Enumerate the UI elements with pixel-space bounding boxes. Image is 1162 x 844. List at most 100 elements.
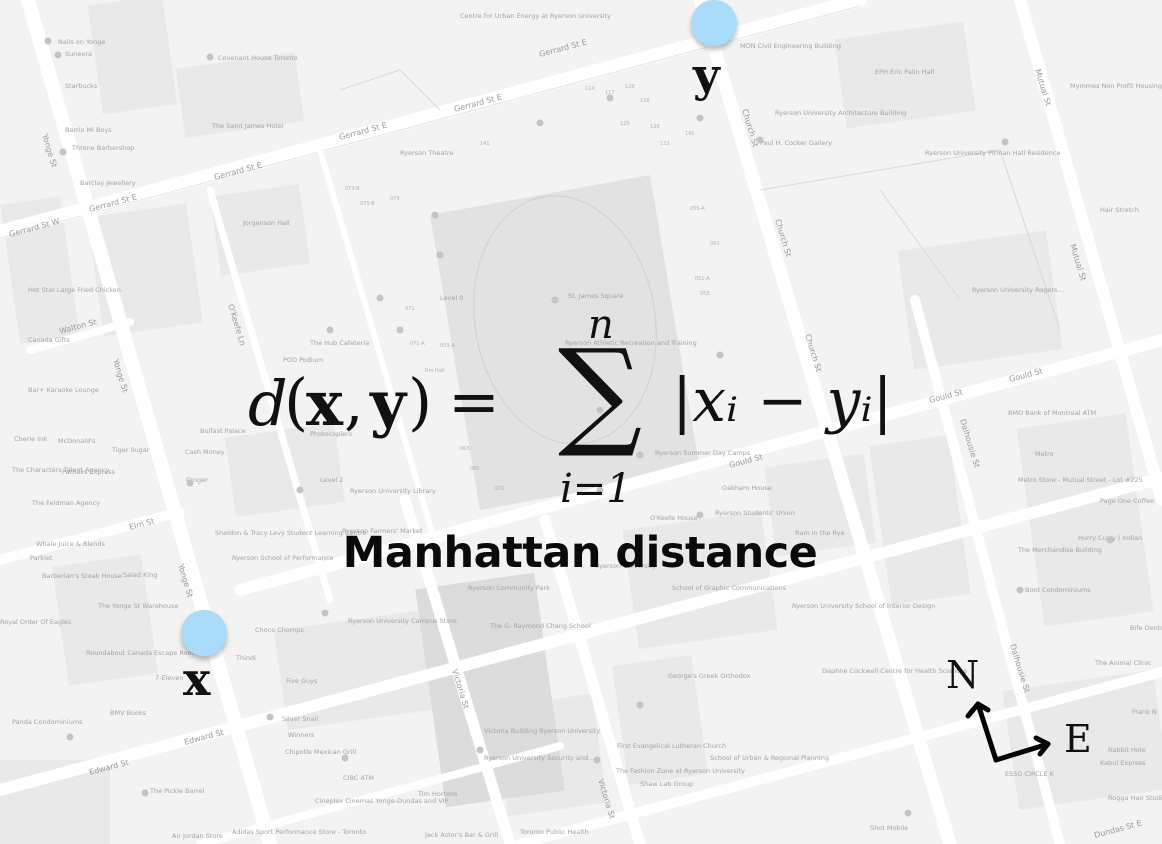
place-label: 7-Eleven (155, 674, 183, 682)
place-label: Ryerson Athletic Recreation and Training (565, 339, 697, 347)
place-label: The Pickle Barrel (149, 787, 204, 795)
svg-text:063: 063 (460, 446, 470, 452)
compass-east-label: E (1064, 717, 1092, 761)
place-label: Photocopiers (310, 430, 353, 438)
place-label: Whale Juice & Blends (36, 540, 106, 548)
svg-text:114: 114 (585, 86, 595, 92)
place-label: Metro (1035, 450, 1054, 458)
place-label: Ryerson University Security and... (484, 754, 594, 762)
east-arrow-head (1033, 735, 1051, 757)
place-label: Ryerson University School of Interior De… (792, 602, 935, 610)
place-label: The Yonge St Warehouse (97, 602, 178, 610)
north-arrow-head (965, 701, 991, 719)
place-label: Suneera (65, 50, 92, 58)
formula-equals: = (448, 365, 500, 438)
place-label: Barrio Mi Boys (65, 126, 112, 134)
place-label: The Animal Clinic (1094, 659, 1152, 667)
svg-text:073-B: 073-B (345, 186, 360, 192)
place-label: Bulfast Palace (200, 427, 246, 435)
place-label: Tim Hortons (417, 790, 458, 798)
formula-y: y (370, 367, 407, 440)
point-y-marker (691, 0, 737, 46)
formula-upper-limit: n (588, 302, 614, 348)
place-label: Barclay Jewellery (80, 179, 136, 187)
svg-text:117: 117 (605, 90, 615, 96)
caption-title: Manhattan distance (342, 528, 818, 578)
place-label: The Feldman Agency (31, 499, 100, 507)
place-label: Metro Store - Mutual Street - Lot #225 (1018, 476, 1143, 484)
place-label: Barberian's Steak House (42, 572, 122, 580)
place-label: Ryerson Community Park (468, 584, 550, 592)
place-label: Salad King (123, 571, 157, 579)
place-label: The Saint James Hotel (211, 122, 284, 130)
community-park (415, 572, 565, 808)
place-label: Ryerson University Rogers... (972, 286, 1064, 294)
place-label: Hair Stretch (1100, 206, 1139, 214)
place-label: Cash Money (185, 448, 225, 456)
north-arrow-line (975, 701, 999, 763)
svg-text:065: 065 (470, 466, 480, 472)
place-label: Covenant House Toronto (218, 54, 298, 62)
place-label: Paul H. Cocker Gallery (760, 139, 832, 147)
formula-open-paren: ( (284, 365, 309, 438)
formula-summand: |xᵢ − yᵢ| (672, 366, 893, 436)
place-label: Rogga Hair Studio & Beauty Store (1108, 794, 1162, 802)
place-label: Jorgenson Hall (242, 219, 290, 227)
svg-text:055-A: 055-A (690, 206, 705, 212)
place-label: Ryerson School of Performance (232, 554, 333, 562)
place-label: Cineplex Cinemas Yonge-Dundas and VIP (315, 797, 449, 805)
place-label: Ryerson University Library (350, 487, 436, 495)
place-label: Winners (288, 731, 315, 739)
formula-lower-limit: i=1 (560, 466, 632, 512)
svg-text:Rm Hall: Rm Hall (425, 368, 445, 374)
place-label: Thindi (235, 654, 256, 662)
place-label: Daphne Cockwell Centre for Health Scienc… (822, 667, 968, 675)
place-label: POD Podium (283, 356, 323, 364)
manhattan-distance-formula: d ( x , y ) = n ∑ i=1 |xᵢ − yᵢ| (248, 305, 938, 515)
place-label: Ryerson University Architecture Building (775, 109, 906, 117)
place-label: EPH Eric Palin Hall (875, 68, 934, 76)
svg-text:061: 061 (710, 241, 720, 247)
park-area (430, 175, 700, 510)
svg-text:125: 125 (620, 121, 630, 127)
svg-text:053-A: 053-A (440, 343, 455, 349)
place-label: Nails on Yonge (58, 38, 105, 46)
place-label: Panda Condominiums (12, 718, 83, 726)
place-label: Tiger Sugar (111, 446, 150, 454)
place-label: Starbucks (65, 82, 98, 90)
place-label: Canada Gifts (28, 336, 70, 344)
place-label: Level 0 (440, 294, 463, 302)
place-label: School of Urban & Regional Planning (710, 754, 829, 762)
place-label: Ryerson University (595, 562, 656, 570)
place-label: Ryerson University Campus Store (348, 617, 457, 625)
svg-text:133: 133 (660, 141, 670, 147)
compass-north-label: N (946, 653, 979, 697)
place-label: Chipotle Mexican Grill (285, 748, 356, 756)
place-label: Pathaks Express (62, 468, 115, 476)
place-label: Ram in the Rye (795, 529, 845, 537)
place-label: Ryerson University Pitman Hall Residence (925, 149, 1061, 157)
place-label: First Evangelical Lutheran Church (617, 742, 726, 750)
place-label: Roundabout Canada Escape Room (86, 649, 198, 657)
place-label: Ryerson Farmers' Market (342, 527, 423, 535)
formula-close-paren: ) (408, 365, 433, 438)
compass-rose: N E (946, 653, 1092, 763)
place-label: Ryerson Summer Day Camps (655, 449, 751, 457)
place-label: Rabbit Hole (1108, 746, 1146, 754)
place-label: Level 2 (320, 476, 343, 484)
svg-text:141: 141 (685, 131, 695, 137)
svg-text:075-B: 075-B (360, 201, 375, 207)
place-label: The Fashion Zone at Ryerson University (615, 767, 745, 775)
east-arrow-line (993, 741, 1051, 763)
svg-text:053: 053 (700, 291, 710, 297)
place-label: Centre for Urban Energy at Ryerson Unive… (460, 12, 611, 20)
place-label: Sheldon & Tracy Levy Student Learning Ce… (215, 529, 367, 537)
place-label: Choco Chomps (255, 626, 304, 634)
place-label: The Merchandise Building (1017, 546, 1102, 554)
place-label: Ginger (186, 476, 208, 484)
place-label: Toronto Public Health (519, 828, 589, 836)
point-y-label: y (693, 48, 720, 102)
place-label: BMV Books (110, 709, 147, 717)
formula-comma: , (344, 365, 364, 438)
